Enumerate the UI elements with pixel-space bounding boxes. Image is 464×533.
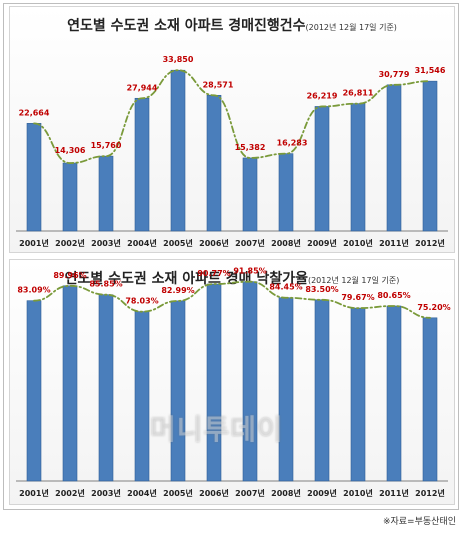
data-label: 16,283 (277, 139, 308, 148)
winning-bid-rate-panel: 연도별 수도권 소재 아파트 경매 낙찰가율(2012년 12월 17일 기준)… (9, 259, 455, 505)
data-label: 84.45% (269, 283, 302, 292)
category-label: 2011년 (379, 488, 409, 498)
category-label: 2001년 (19, 238, 49, 248)
bar (170, 69, 186, 232)
data-label: 90.77% (197, 269, 230, 278)
category-label: 2008년 (271, 238, 301, 248)
data-label: 83.50% (305, 285, 338, 294)
bar (350, 103, 366, 232)
data-label: 33,850 (163, 55, 194, 64)
category-label: 2004년 (127, 488, 157, 498)
data-label: 78.03% (125, 297, 158, 306)
bar (134, 311, 150, 482)
data-label: 30,779 (379, 70, 410, 79)
data-label: 26,219 (307, 91, 338, 100)
data-label: 31,546 (415, 66, 446, 75)
data-label: 82.99% (161, 286, 194, 295)
bar (422, 80, 438, 232)
category-label: 2006년 (199, 488, 229, 498)
bar (242, 157, 258, 232)
category-label: 2005년 (163, 238, 193, 248)
category-label: 2002년 (55, 488, 85, 498)
bar (26, 300, 42, 482)
bar (170, 300, 186, 482)
source-note: ※자료=부동산태인 (382, 517, 456, 527)
trend-line (33, 280, 431, 319)
bar (26, 123, 42, 232)
category-label: 2004년 (127, 238, 157, 248)
bar (350, 307, 366, 482)
bar (278, 153, 294, 232)
bar (62, 162, 78, 232)
data-label: 27,944 (127, 83, 158, 92)
category-label: 2008년 (271, 488, 301, 498)
trend-line (33, 69, 431, 164)
category-label: 2011년 (379, 238, 409, 248)
category-label: 2009년 (307, 238, 337, 248)
category-label: 2007년 (235, 238, 265, 248)
bar (62, 285, 78, 482)
bar (98, 294, 114, 482)
bar (278, 297, 294, 482)
winning-bid-rate-chart: 83.09%89.96%85.85%78.03%82.99%90.77% 91.8… (16, 267, 451, 498)
data-label: 83.09% (17, 286, 50, 295)
watermark: 머니투데이 (150, 413, 284, 446)
data-label: 15,760 (91, 141, 122, 150)
auction-count-chart: 22,664 14,306 15,760 27,944 33,850 28,571 15,3… (16, 55, 448, 248)
category-label: 2010년 (343, 238, 373, 248)
category-label: 2006년 (199, 238, 229, 248)
category-label: 2005년 (163, 488, 193, 498)
category-label: 2009년 (307, 488, 337, 498)
data-label: 15,382 (235, 143, 266, 152)
data-label: 75.20% (417, 303, 450, 312)
data-label: 22,664 (19, 108, 50, 117)
bar (206, 283, 222, 482)
category-label: 2003년 (91, 488, 121, 498)
data-label: 26,811 (343, 89, 374, 98)
category-label: 2002년 (55, 238, 85, 248)
data-label: 28,571 (203, 80, 234, 89)
data-label: 14,306 (55, 146, 86, 155)
chart-title: 연도별 수도권 소재 아파트 경매진행건수 (67, 18, 306, 34)
bar (314, 106, 330, 232)
bar (314, 299, 330, 482)
category-label: 2001년 (19, 488, 49, 498)
chart-subtitle: (2012년 12월 17일 기준) (307, 276, 400, 285)
bar (386, 84, 402, 232)
category-label: 2003년 (91, 238, 121, 248)
category-label: 2012년 (415, 488, 445, 498)
data-label: 85.85% (89, 280, 122, 289)
bar (98, 155, 114, 232)
category-label: 2010년 (343, 488, 373, 498)
bar (134, 97, 150, 232)
bar (242, 281, 258, 482)
category-label: 2007년 (235, 488, 265, 498)
category-label: 2012년 (415, 238, 445, 248)
data-label: 89.96% (53, 271, 86, 280)
data-label: 80.65% (377, 291, 410, 300)
data-label: 91.85% (233, 267, 266, 276)
bar (206, 94, 222, 232)
chart-subtitle: (2012년 12월 17일 기준) (305, 23, 397, 32)
bar (386, 305, 402, 482)
data-label: 79.67% (341, 293, 374, 302)
auction-count-panel: 연도별 수도권 소재 아파트 경매진행건수(2012년 12월 17일 기준) … (9, 6, 455, 253)
bar (422, 317, 438, 482)
